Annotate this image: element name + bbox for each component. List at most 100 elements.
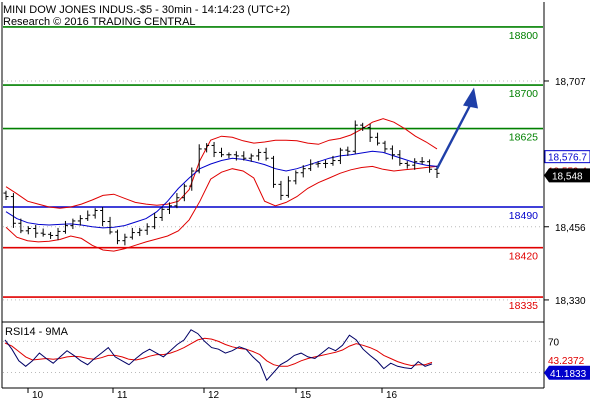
- candle: [308, 159, 314, 172]
- candle: [25, 226, 31, 235]
- candle: [100, 207, 106, 227]
- candle: [248, 153, 254, 162]
- candle: [48, 231, 54, 239]
- candle: [129, 227, 135, 240]
- forecast-arrow: [435, 87, 478, 170]
- bollinger-bands: [5, 118, 438, 252]
- candle: [174, 193, 180, 209]
- candle: [122, 233, 128, 246]
- candle: [256, 148, 262, 161]
- candle: [285, 176, 291, 198]
- candle: [323, 159, 329, 169]
- candle: [211, 141, 217, 158]
- price-tags: 18,576.718,559.418,548: [544, 150, 590, 183]
- time-axis-label: 10: [32, 390, 44, 400]
- candle: [62, 220, 68, 234]
- bollinger-upper-line: [5, 118, 438, 209]
- candle: [382, 140, 388, 153]
- candle: [278, 180, 284, 201]
- chart-copyright: Research © 2016 TRADING CENTRAL: [3, 16, 196, 28]
- price-axis-label: 18,707: [555, 77, 586, 88]
- candle: [352, 120, 358, 154]
- candle: [233, 151, 239, 161]
- rsi-ma-tag-label: 41.1833: [550, 369, 587, 380]
- candle: [33, 225, 39, 238]
- rsi-tag-label: 43.2372: [548, 356, 585, 367]
- candle: [3, 190, 9, 201]
- candle: [18, 218, 24, 234]
- level-lines: 18800 18700 18625 18490 18420 18335: [3, 26, 543, 312]
- candle: [189, 167, 195, 191]
- candle: [107, 216, 113, 235]
- candle: [375, 132, 381, 146]
- candle: [40, 228, 46, 237]
- candle: [241, 151, 247, 161]
- candle: [412, 158, 418, 170]
- time-axis-label: 12: [208, 390, 220, 400]
- time-axis: 10 11 12 15 16: [27, 388, 398, 400]
- candle: [271, 155, 277, 188]
- bollinger-lower-line: [5, 165, 438, 252]
- candle: [345, 146, 351, 156]
- price-axis-label: 18,330: [555, 296, 586, 307]
- candle: [315, 161, 321, 168]
- moving-average-line: [5, 150, 438, 229]
- candle: [404, 161, 410, 169]
- arrow-shaft: [435, 104, 472, 170]
- pivot-level-label: 18490: [509, 210, 538, 222]
- arrow-head: [463, 87, 478, 109]
- candle: [144, 223, 150, 235]
- resistance-level-label: 18700: [509, 88, 538, 100]
- candle: [226, 152, 232, 159]
- resistance-level-label: 18625: [509, 132, 538, 144]
- candle: [166, 202, 172, 214]
- candle: [196, 144, 202, 174]
- rsi-ma-tag-box: [544, 365, 590, 380]
- candles: [3, 120, 440, 246]
- ma-tag-box: [544, 150, 590, 164]
- time-axis-label: 11: [117, 390, 128, 400]
- candle: [300, 165, 306, 178]
- candle: [181, 183, 187, 202]
- candle: [114, 229, 120, 245]
- support-level-label: 18335: [509, 300, 538, 312]
- time-axis-label: 16: [386, 390, 398, 400]
- candle: [427, 159, 433, 173]
- last-price-tag-box: [544, 168, 590, 183]
- candle: [397, 150, 403, 166]
- candle: [367, 123, 373, 142]
- candle: [419, 157, 425, 165]
- candle: [70, 218, 76, 230]
- candle: [55, 227, 61, 241]
- candle: [85, 210, 91, 221]
- rsi-axis-label: 70: [548, 337, 560, 348]
- last-price-label: 18,548: [552, 171, 583, 182]
- candle: [10, 193, 16, 228]
- candle: [159, 207, 165, 221]
- ma-tag-label: 18,576.7: [548, 153, 587, 164]
- support-level-label: 18420: [509, 251, 538, 263]
- candle: [92, 208, 98, 219]
- rsi-line: [4, 329, 433, 382]
- price-grid: [3, 80, 543, 301]
- resistance-level-label: 18800: [509, 30, 538, 42]
- candle: [330, 155, 336, 166]
- price-axis: 18,707 18,456 18,330: [544, 77, 586, 307]
- candle: [204, 143, 210, 153]
- candle: [263, 147, 269, 161]
- time-axis-label: 15: [300, 390, 312, 400]
- price-axis-label: 18,456: [555, 223, 586, 234]
- candle: [152, 212, 158, 230]
- rsi-title: RSI14 - 9MA: [5, 326, 69, 338]
- candle: [337, 147, 343, 165]
- candle: [293, 170, 299, 185]
- main-panel-frame: [1, 2, 545, 389]
- chart-title: MINI DOW JONES INDUS.-$5 - 30min - 14:14…: [3, 4, 290, 16]
- candle: [77, 215, 83, 226]
- candle: [137, 227, 143, 237]
- candle: [389, 145, 395, 160]
- candle: [360, 122, 366, 131]
- candle: [219, 147, 224, 158]
